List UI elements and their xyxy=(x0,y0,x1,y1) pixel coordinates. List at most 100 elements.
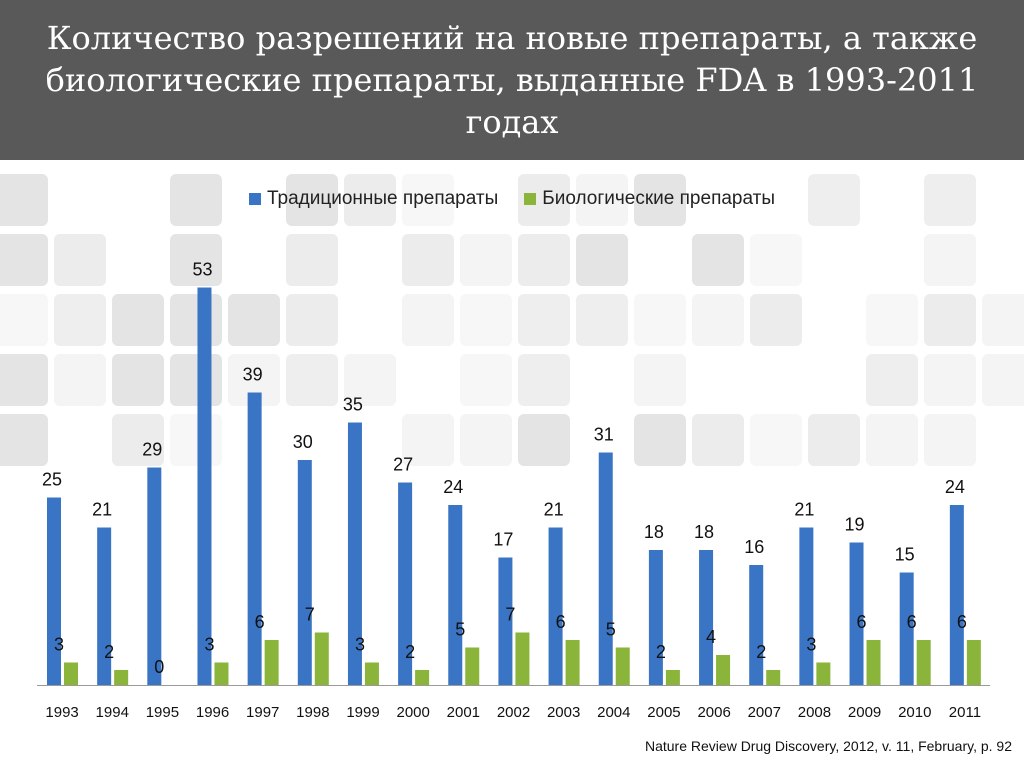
background-tile xyxy=(286,174,338,226)
background-tile xyxy=(576,234,628,286)
x-tick-label: 1998 xyxy=(296,704,329,721)
background-tile xyxy=(344,174,396,226)
background-tile xyxy=(866,414,918,466)
x-tick-label: 2009 xyxy=(848,704,881,721)
x-tick-label: 2010 xyxy=(898,704,931,721)
data-label-biologic: 2 xyxy=(656,642,666,662)
background-tile xyxy=(692,414,744,466)
background-tile xyxy=(982,354,1024,406)
background-tile xyxy=(402,294,454,346)
bar-biologic xyxy=(816,662,831,685)
background-tile xyxy=(344,354,396,406)
background-tile xyxy=(634,294,686,346)
data-label-biologic: 4 xyxy=(706,627,716,647)
background-tile xyxy=(0,174,48,226)
background-tile xyxy=(982,294,1024,346)
bar-biologic xyxy=(114,670,129,685)
data-label-biologic: 0 xyxy=(154,657,164,677)
data-label-biologic: 6 xyxy=(957,612,967,632)
x-tick-label: 2008 xyxy=(798,704,831,721)
background-tile xyxy=(750,234,802,286)
bar-traditional xyxy=(247,392,262,685)
data-label-traditional: 24 xyxy=(945,477,965,497)
bar-biologic xyxy=(766,670,781,685)
data-label-biologic: 3 xyxy=(54,635,64,655)
bar-biologic xyxy=(515,632,530,685)
data-label-biologic: 6 xyxy=(255,612,265,632)
data-label-traditional: 27 xyxy=(393,455,413,475)
data-label-traditional: 24 xyxy=(443,477,463,497)
background-tile xyxy=(634,354,686,406)
data-label-traditional: 21 xyxy=(544,500,564,520)
background-tile xyxy=(518,414,570,466)
data-label-traditional: 19 xyxy=(845,515,865,535)
bar-traditional xyxy=(398,482,413,685)
data-label-biologic: 3 xyxy=(355,635,365,655)
bar-traditional xyxy=(648,550,663,685)
bar-traditional xyxy=(799,527,814,685)
bar-traditional xyxy=(197,287,212,685)
bar-biologic xyxy=(966,640,981,685)
data-label-biologic: 3 xyxy=(806,635,816,655)
bar-biologic xyxy=(565,640,580,685)
bar-biologic xyxy=(866,640,881,685)
bar-traditional xyxy=(448,505,463,685)
background-tile xyxy=(170,354,222,406)
x-tick-label: 2011 xyxy=(949,704,981,721)
bar-biologic xyxy=(264,640,279,685)
data-label-traditional: 15 xyxy=(895,545,915,565)
bar-traditional xyxy=(598,452,613,685)
background-tile xyxy=(286,234,338,286)
background-tile xyxy=(402,414,454,466)
data-label-biologic: 2 xyxy=(405,642,415,662)
background-tile xyxy=(808,174,860,226)
data-label-traditional: 29 xyxy=(142,440,162,460)
bar-traditional xyxy=(297,460,312,685)
data-label-biologic: 5 xyxy=(606,620,616,640)
background-tile xyxy=(750,294,802,346)
data-label-biologic: 2 xyxy=(756,642,766,662)
background-tile xyxy=(54,354,106,406)
bar-biologic xyxy=(615,647,630,685)
legend-label-traditional: Традиционные препараты xyxy=(266,188,499,209)
legend-swatch-biologic xyxy=(524,193,537,205)
background-tile xyxy=(402,174,454,226)
data-label-biologic: 2 xyxy=(104,642,114,662)
data-label-biologic: 7 xyxy=(505,605,515,625)
data-label-biologic: 3 xyxy=(204,635,214,655)
bar-biologic xyxy=(916,640,931,685)
x-tick-label: 1997 xyxy=(246,704,279,721)
bar-biologic xyxy=(314,632,329,685)
bar-traditional xyxy=(699,550,714,685)
background-tile xyxy=(460,294,512,346)
bar-biologic xyxy=(665,670,680,685)
data-label-traditional: 31 xyxy=(594,425,614,445)
background-tile xyxy=(0,234,48,286)
background-tile xyxy=(750,414,802,466)
x-tick-label: 2005 xyxy=(647,704,680,721)
data-label-traditional: 30 xyxy=(293,432,313,452)
background-tile xyxy=(170,234,222,286)
background-tile xyxy=(460,234,512,286)
x-tick-label: 2007 xyxy=(748,704,781,721)
bar-biologic xyxy=(64,662,78,685)
background-tile xyxy=(692,294,744,346)
background-tile xyxy=(170,294,222,346)
legend-item-traditional: Традиционные препараты xyxy=(248,188,499,210)
background-tile xyxy=(112,294,164,346)
bar-traditional xyxy=(498,557,513,685)
background-tile xyxy=(170,414,222,466)
legend-label-biologic: Биологические препараты xyxy=(542,188,775,209)
data-label-traditional: 21 xyxy=(92,500,112,520)
background-tile xyxy=(808,414,860,466)
bar-traditional xyxy=(47,497,61,685)
x-tick-label: 2004 xyxy=(597,704,630,721)
background-tile xyxy=(924,234,976,286)
bar-traditional xyxy=(749,565,764,685)
background-tile xyxy=(924,354,976,406)
data-label-biologic: 6 xyxy=(857,612,867,632)
bar-biologic xyxy=(465,647,480,685)
bar-biologic xyxy=(415,670,430,685)
bar-traditional xyxy=(548,527,563,685)
x-tick-label: 2000 xyxy=(396,704,429,721)
